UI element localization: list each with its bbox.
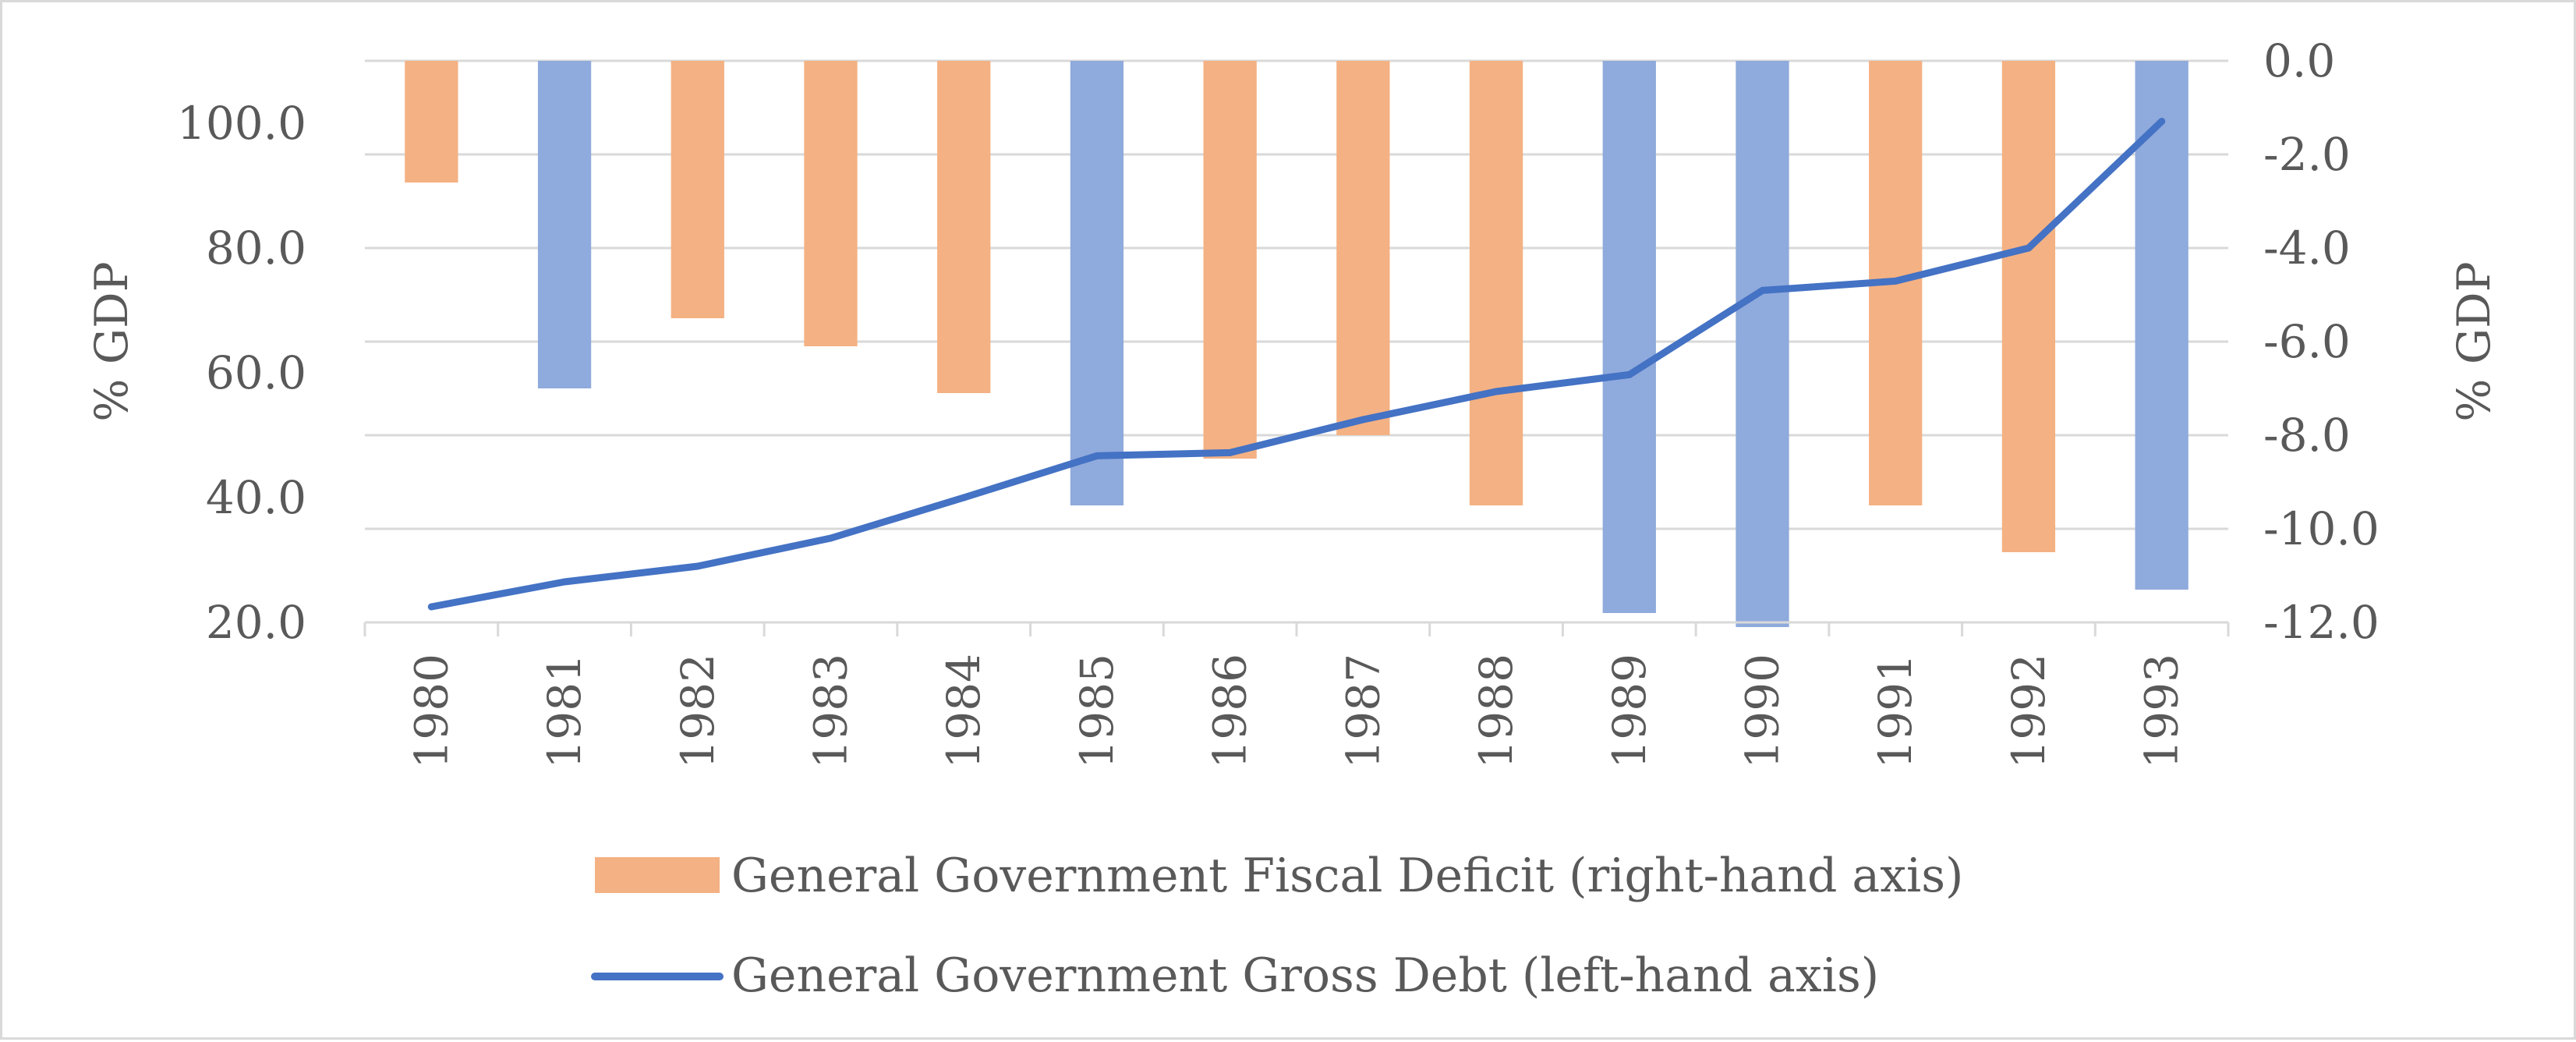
legend-label-deficit: General Government Fiscal Deficit (right… [731,849,1963,903]
left-tick-label: 100.0 [177,97,306,150]
debt-point-1983 [827,534,834,542]
left-tick-label: 40.0 [206,471,306,524]
legend-swatch-bar [595,857,720,893]
debt-point-1990 [1759,286,1766,294]
right-tick-label: 0.0 [2263,34,2335,87]
debt-point-1987 [1359,416,1367,424]
bar-1993 [2135,61,2189,590]
x-tick-label: 1985 [1070,654,1123,769]
debt-point-1980 [427,603,435,611]
legend-label-debt: General Government Gross Debt (left-hand… [731,948,1879,1003]
x-tick-label: 1982 [671,654,724,769]
bar-1990 [1736,61,1789,627]
x-tick-label: 1981 [538,654,591,769]
bar-1980 [405,61,458,183]
debt-point-1982 [694,562,702,570]
bar-1987 [1336,61,1390,435]
right-axis-title: % GDP [2447,261,2500,421]
debt-point-1984 [960,494,968,502]
legend: General Government Fiscal Deficit (right… [591,849,1963,1003]
bar-1986 [1203,61,1257,459]
x-tick-label: 1992 [2002,654,2055,769]
debt-line [427,118,2166,611]
bar-1988 [1469,61,1523,505]
x-tick-label: 1984 [937,654,990,769]
x-tick-label: 1988 [1470,654,1523,769]
right-tick-label: -2.0 [2263,128,2351,181]
debt-point-1985 [1093,452,1101,459]
bar-1992 [2001,61,2056,552]
x-tick-label: 1993 [2135,654,2189,769]
right-tick-label: -10.0 [2263,502,2380,555]
debt-point-1992 [2025,244,2033,252]
line-series [427,118,2166,611]
x-tick-label: 1987 [1336,654,1389,769]
right-tick-label: -4.0 [2263,222,2351,275]
left-tick-label: 60.0 [206,346,306,399]
axes: 1980 1981 1982 1983 1984 1985 1986 1987 1988 1989… [177,34,2380,769]
debt-point-1986 [1226,448,1234,456]
x-tick-label: 1980 [405,654,458,769]
bar-1981 [537,61,592,388]
bar-1985 [1070,61,1124,505]
x-tick-label: 1991 [1869,654,1922,769]
left-tick-label: 20.0 [206,596,306,649]
right-tick-label: -6.0 [2263,315,2351,368]
right-tick-label: -8.0 [2263,409,2351,462]
debt-point-1989 [1626,370,1633,378]
bar-1982 [671,61,724,318]
bar-1989 [1602,61,1656,613]
debt-point-1993 [2158,118,2166,126]
bar-1983 [804,61,858,346]
x-tick-label: 1989 [1603,654,1656,769]
left-tick-label: 80.0 [206,222,306,275]
bar-1984 [937,61,991,393]
x-tick-label: 1983 [805,654,858,769]
debt-point-1991 [1891,277,1899,285]
bar-series [405,61,2189,627]
left-axis-title: % GDP [85,261,138,421]
gridlines [365,59,2228,530]
right-tick-label: -12.0 [2263,596,2380,649]
debt-point-1981 [561,578,568,586]
debt-point-1988 [1492,388,1500,395]
x-tick-label: 1990 [1736,654,1789,769]
x-tick-label: 1986 [1204,654,1257,769]
